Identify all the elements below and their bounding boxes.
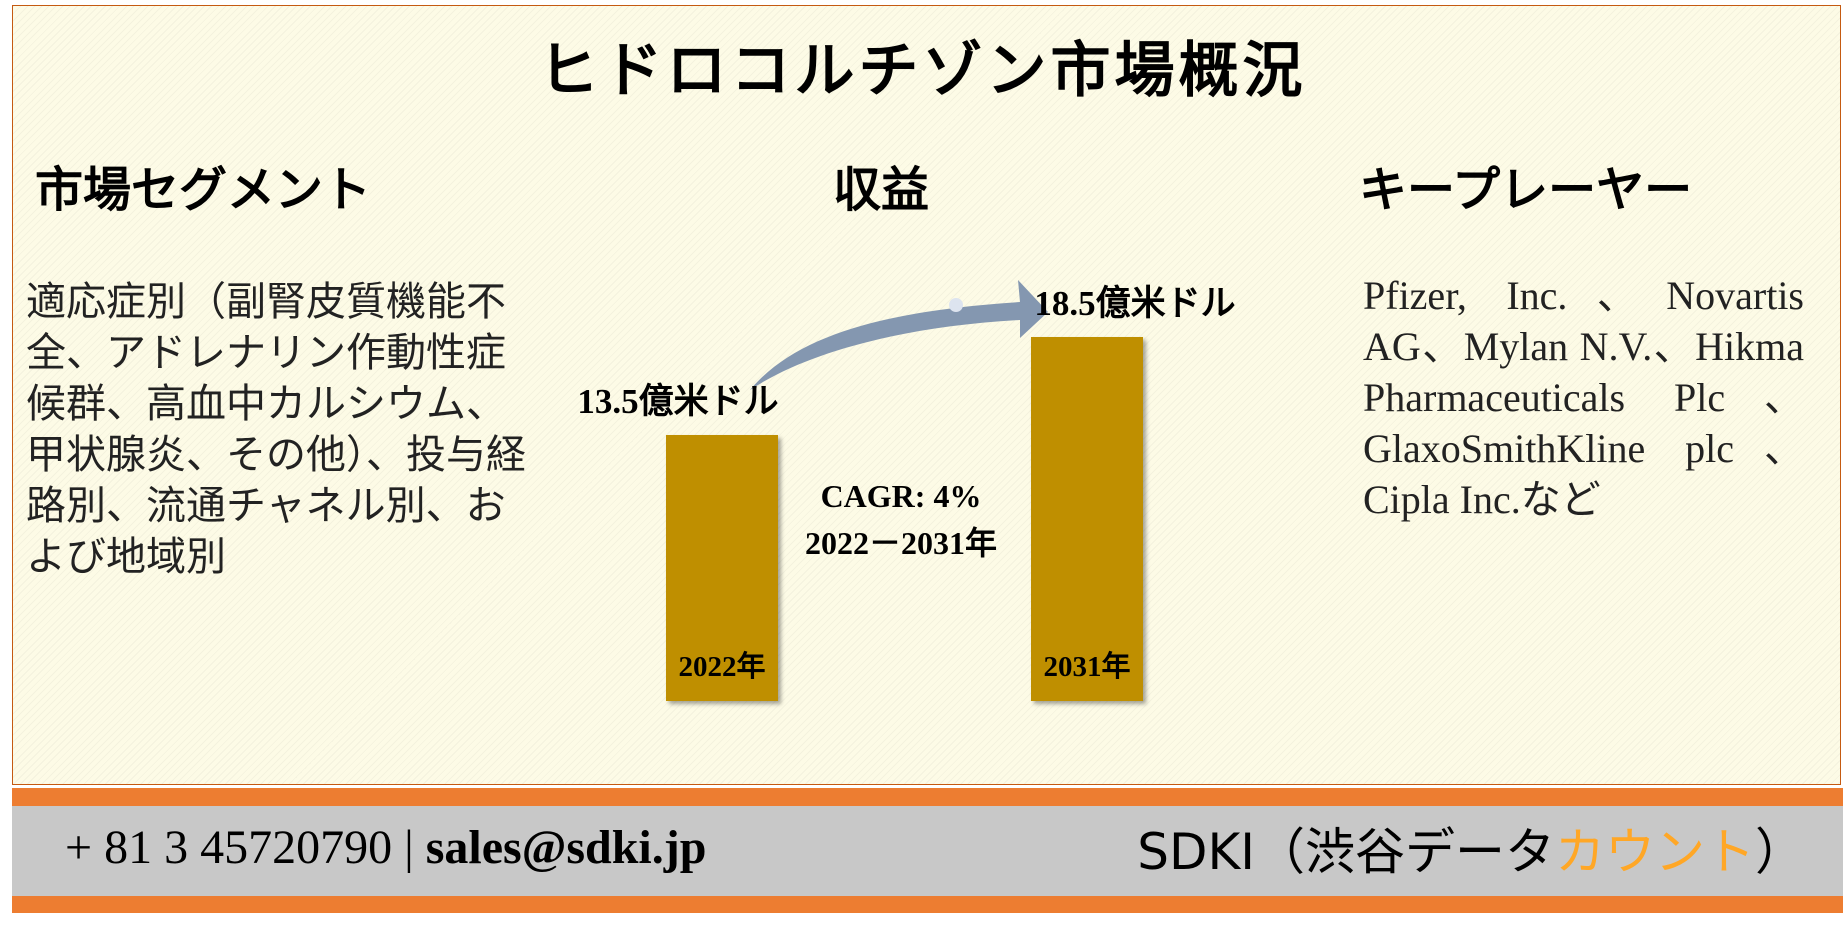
contact: + 81 3 45720790 | sales@sdki.jp xyxy=(65,820,706,875)
players-text: Pfizer, Inc.、Novartis AG、Mylan N.V.、Hikm… xyxy=(1363,273,1804,522)
arrow-dot xyxy=(949,298,963,312)
brand-name: SDKI（渋谷データ xyxy=(1137,823,1555,881)
segments-text: 適応症別（副腎皮質機能不全、アドレナリン作動性症候群、高血中カルシウム、甲状腺炎… xyxy=(26,279,526,579)
title: ヒドロコルチゾン市場概況 xyxy=(538,38,1307,104)
bar xyxy=(666,435,778,701)
value-label: 13.5億米ドル xyxy=(577,382,779,422)
brand-end: ） xyxy=(1755,823,1805,881)
players-heading: キープレーヤー xyxy=(1359,164,1693,217)
value-label: 18.5億米ドル xyxy=(1034,283,1236,323)
cagr-rate: CAGR: 4% xyxy=(820,478,982,514)
bar xyxy=(1031,336,1143,701)
footer-bar xyxy=(12,806,1843,896)
cagr-period: 2022－2031年 xyxy=(804,525,997,561)
separator: | xyxy=(404,821,414,874)
revenue-heading: 収益 xyxy=(833,164,930,217)
email[interactable]: sales@sdki.jp xyxy=(425,821,707,874)
phone: + 81 3 45720790 xyxy=(65,821,393,874)
category-label: 2022年 xyxy=(678,651,766,683)
growth-arrow xyxy=(750,280,1048,390)
brand-highlight: カウント xyxy=(1555,823,1755,881)
brand: SDKI（渋谷データカウント） xyxy=(1137,812,1805,884)
panel xyxy=(12,5,1841,785)
segments-heading: 市場セグメント xyxy=(35,164,372,217)
category-label: 2031年 xyxy=(1043,651,1131,683)
arrow-shape xyxy=(750,280,1048,390)
